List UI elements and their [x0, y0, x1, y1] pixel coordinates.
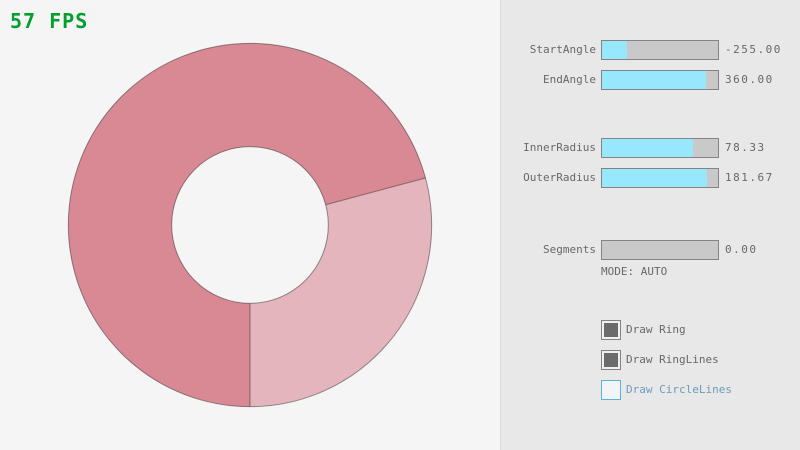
- check-mark: [604, 353, 618, 367]
- check-mark: [604, 323, 618, 337]
- inner-radius-value: 78.33: [725, 141, 766, 154]
- draw-circlelines-checkbox[interactable]: [601, 380, 621, 400]
- outer-radius-value: 181.67: [725, 171, 774, 184]
- ring-sector-light: [250, 177, 432, 407]
- draw-ringlines-row: Draw RingLines: [601, 350, 800, 370]
- inner-radius-slider[interactable]: [601, 138, 719, 158]
- segments-row: Segments 0.00: [501, 240, 800, 260]
- outer-radius-row: OuterRadius 181.67: [501, 168, 800, 188]
- inner-radius-label: InnerRadius: [523, 141, 596, 154]
- draw-ring-checkbox[interactable]: [601, 320, 621, 340]
- draw-ringlines-label: Draw RingLines: [626, 353, 719, 366]
- outer-radius-slider[interactable]: [601, 168, 719, 188]
- start-angle-label: StartAngle: [529, 43, 596, 56]
- outer-radius-slider-fill: [602, 169, 708, 187]
- mode-label: MODE: AUTO: [601, 265, 668, 278]
- outer-radius-label: OuterRadius: [523, 171, 596, 184]
- draw-ringlines-checkbox[interactable]: [601, 350, 621, 370]
- ring-inner-outline: [171, 146, 329, 304]
- ring-line-start: [325, 177, 426, 206]
- ring-sector-dark: [68, 43, 426, 407]
- settings-panel: StartAngle -255.00 EndAngle 360.00 InnerRadi…: [500, 0, 800, 450]
- fps-counter: 57 FPS: [10, 9, 89, 33]
- start-angle-row: StartAngle -255.00: [501, 40, 800, 60]
- inner-radius-row: InnerRadius 78.33: [501, 138, 800, 158]
- start-angle-slider-fill: [602, 41, 628, 59]
- draw-circlelines-label: Draw CircleLines: [626, 383, 732, 396]
- draw-ring-row: Draw Ring: [601, 320, 800, 340]
- draw-ring-label: Draw Ring: [626, 323, 686, 336]
- end-angle-value: 360.00: [725, 73, 774, 86]
- start-angle-slider[interactable]: [601, 40, 719, 60]
- segments-slider[interactable]: [601, 240, 719, 260]
- ring-canvas: [67, 42, 433, 408]
- segments-label: Segments: [543, 243, 596, 256]
- segments-value: 0.00: [725, 243, 758, 256]
- start-angle-value: -255.00: [725, 43, 782, 56]
- end-angle-slider-fill: [602, 71, 707, 89]
- end-angle-row: EndAngle 360.00: [501, 70, 800, 90]
- draw-circlelines-row: Draw CircleLines: [601, 380, 800, 400]
- end-angle-slider[interactable]: [601, 70, 719, 90]
- ring-outer-outline: [67, 42, 433, 408]
- inner-radius-slider-fill: [602, 139, 693, 157]
- end-angle-label: EndAngle: [543, 73, 596, 86]
